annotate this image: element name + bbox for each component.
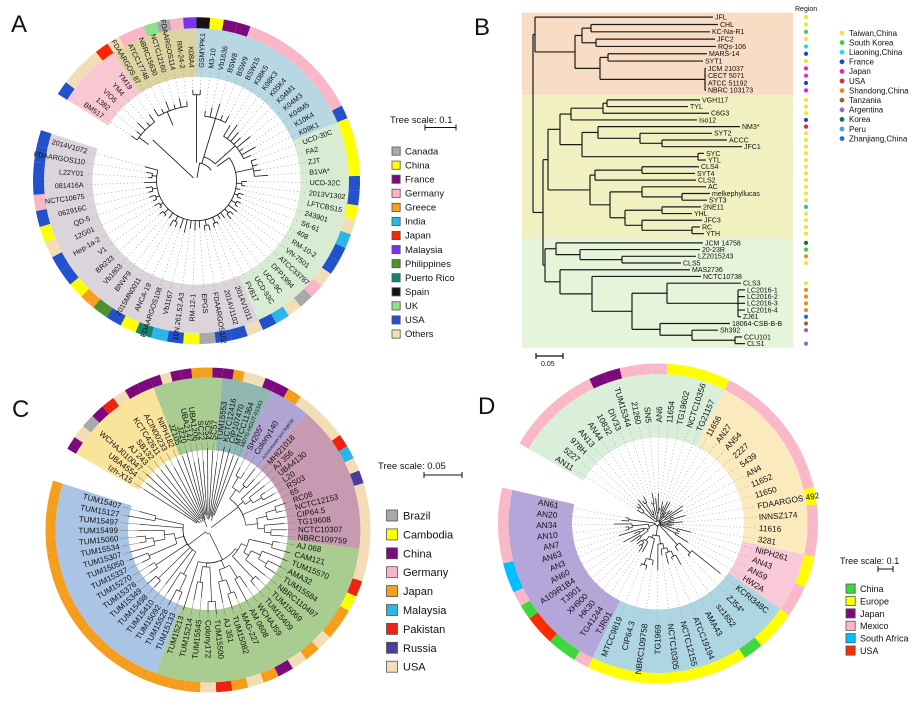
svg-text:Germany: Germany [405, 189, 444, 200]
svg-text:South Africa: South Africa [860, 634, 909, 644]
svg-text:ATCC 51192: ATCC 51192 [708, 80, 748, 87]
svg-text:Zhanjiang,China: Zhanjiang,China [849, 134, 908, 143]
svg-text:China: China [403, 548, 433, 560]
svg-text:Germany: Germany [403, 567, 449, 579]
svg-text:MARS-14: MARS-14 [709, 51, 739, 58]
svg-text:RQs-106: RQs-106 [718, 44, 746, 51]
svg-text:Japan: Japan [405, 231, 431, 242]
svg-text:China: China [405, 160, 431, 171]
svg-text:NCTC10738: NCTC10738 [703, 274, 742, 281]
svg-text:KC-Na-R1: KC-Na-R1 [712, 29, 744, 36]
svg-text:Iso12: Iso12 [699, 117, 716, 124]
svg-text:L22Y01: L22Y01 [59, 167, 84, 178]
svg-text:11616: 11616 [759, 523, 782, 534]
svg-text:Puerto Rico: Puerto Rico [405, 273, 455, 284]
svg-text:AN6: AN6 [654, 406, 664, 423]
svg-text:Liaoning,China: Liaoning,China [849, 48, 903, 57]
svg-text:Taiwan,China: Taiwan,China [849, 29, 898, 38]
svg-text:Brazil: Brazil [403, 511, 431, 523]
svg-text:Peru: Peru [849, 125, 866, 134]
svg-text:CLS1: CLS1 [747, 341, 765, 348]
svg-text:USA: USA [860, 646, 879, 656]
svg-text:C: C [12, 396, 29, 423]
svg-text:TG1969: TG1969 [652, 624, 662, 654]
svg-text:YTH: YTH [706, 231, 720, 238]
svg-text:USA: USA [403, 662, 426, 674]
svg-text:Sh392: Sh392 [720, 328, 740, 335]
svg-text:Russia: Russia [403, 643, 438, 655]
svg-text:India: India [405, 217, 426, 228]
svg-text:CHL: CHL [720, 22, 734, 29]
svg-text:081416A: 081416A [55, 180, 84, 190]
svg-text:Others: Others [405, 329, 434, 340]
svg-text:JFL: JFL [715, 15, 727, 22]
svg-text:0.05: 0.05 [541, 361, 555, 368]
svg-text:Cambodia: Cambodia [403, 529, 454, 541]
svg-text:Tree scale: 0.1: Tree scale: 0.1 [390, 115, 452, 126]
svg-text:Philippines: Philippines [405, 259, 451, 270]
svg-text:China: China [860, 584, 884, 594]
svg-text:Europe: Europe [860, 596, 889, 606]
svg-text:Malaysia: Malaysia [403, 605, 447, 617]
svg-text:France: France [849, 58, 874, 67]
svg-text:Pakistan: Pakistan [403, 624, 445, 636]
svg-text:Greece: Greece [405, 203, 436, 214]
svg-text:USA: USA [405, 315, 425, 326]
svg-text:GSMYPK1: GSMYPK1 [197, 33, 207, 68]
svg-text:LZ2015243: LZ2015243 [698, 254, 734, 261]
svg-text:B: B [474, 14, 490, 41]
svg-text:Japan: Japan [860, 609, 885, 619]
svg-text:SYT1: SYT1 [705, 58, 723, 65]
svg-text:Colony172: Colony172 [204, 620, 213, 659]
svg-text:Spain: Spain [405, 287, 429, 298]
svg-text:JFC2: JFC2 [717, 37, 734, 44]
svg-text:VGH117: VGH117 [702, 97, 728, 104]
svg-text:B1VA*: B1VA* [309, 166, 330, 177]
svg-text:JFC1: JFC1 [744, 144, 761, 151]
svg-text:South Korea: South Korea [849, 38, 894, 47]
svg-text:Region: Region [795, 6, 817, 13]
svg-text:France: France [405, 174, 435, 185]
svg-text:TUM15499: TUM15499 [78, 526, 118, 535]
svg-text:AN34: AN34 [536, 520, 557, 530]
svg-text:Korea: Korea [849, 115, 871, 124]
svg-text:USA: USA [849, 77, 866, 86]
svg-text:Tree scale: 0.05: Tree scale: 0.05 [378, 461, 446, 472]
svg-text:SN5: SN5 [642, 406, 653, 423]
svg-text:Mexico: Mexico [860, 621, 889, 631]
svg-text:Japan: Japan [849, 67, 871, 76]
svg-text:UK: UK [405, 301, 419, 312]
svg-text:Shandong,China: Shandong,China [849, 86, 909, 95]
svg-text:NBRC 103173: NBRC 103173 [708, 88, 753, 95]
svg-text:Tree scale: 0.1: Tree scale: 0.1 [840, 556, 899, 566]
svg-text:NM3*: NM3* [742, 124, 760, 131]
svg-text:Canada: Canada [405, 146, 439, 157]
svg-text:EPGS: EPGS [200, 293, 210, 314]
svg-text:Tanzania: Tanzania [849, 96, 882, 105]
svg-text:A: A [11, 11, 27, 38]
svg-text:AN20: AN20 [536, 508, 558, 520]
svg-text:CECT 5071: CECT 5071 [708, 73, 745, 80]
svg-text:Japan: Japan [403, 586, 433, 598]
svg-text:Malaysia: Malaysia [405, 245, 443, 256]
svg-text:D: D [478, 393, 495, 420]
svg-text:TYL: TYL [690, 104, 703, 111]
svg-text:RM-12-1: RM-12-1 [188, 293, 198, 321]
svg-text:JCM 21037: JCM 21037 [708, 66, 744, 73]
svg-text:K08A4: K08A4 [186, 46, 196, 68]
svg-text:UCD-32C: UCD-32C [309, 178, 340, 188]
svg-text:Argentina: Argentina [849, 106, 884, 115]
